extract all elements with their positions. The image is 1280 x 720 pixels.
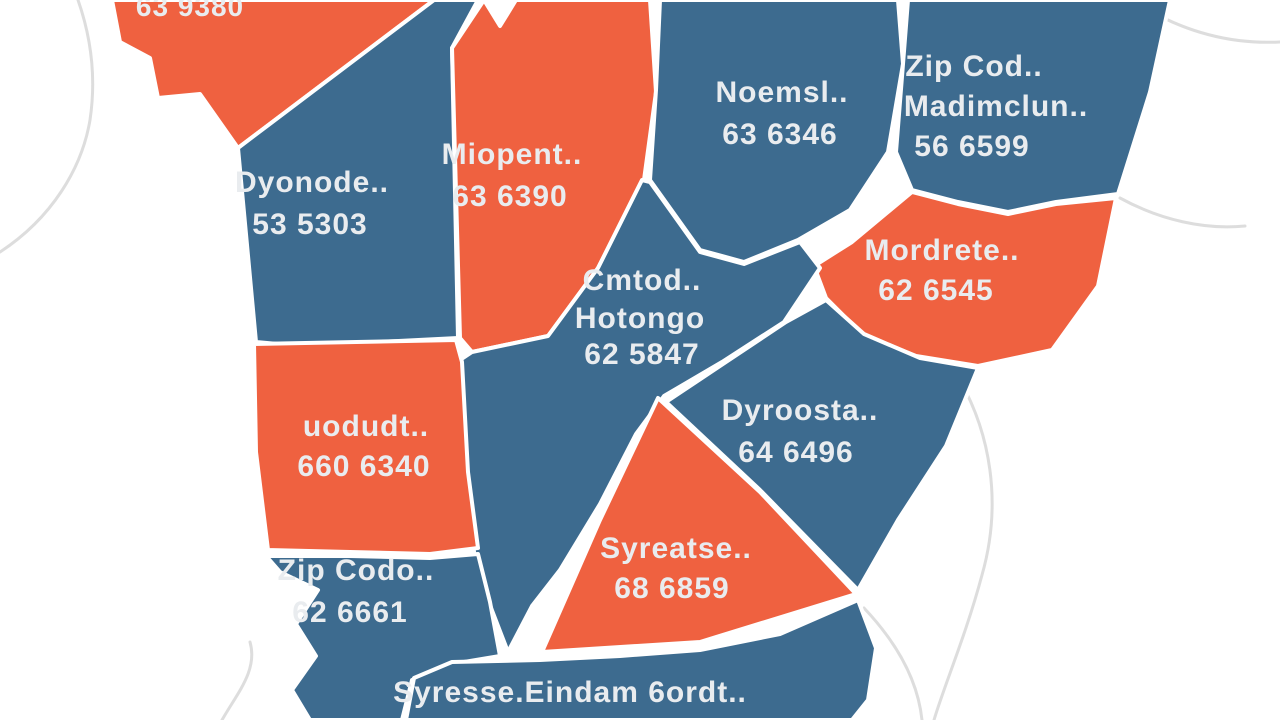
region-syreatse-code: 68 6859	[614, 572, 729, 605]
region-zipcodo-code: 62 6661	[292, 596, 407, 629]
region-dyonode-code: 53 5303	[252, 208, 367, 241]
region-cmtod-name2: Hotongo	[575, 302, 705, 335]
region-syresse	[404, 598, 878, 720]
region-syresse-name: Syresse.Eindam 6ordt..	[393, 676, 747, 709]
region-zipcodo	[264, 552, 502, 720]
region-noemsl-code: 63 6346	[722, 118, 837, 151]
road-line	[1150, 10, 1280, 44]
region-dyroosta-name: Dyroosta..	[722, 394, 879, 427]
region-miopent-code: 63 6390	[452, 180, 567, 213]
region-noemsl-name: Noemsl..	[715, 76, 848, 109]
road-line	[0, 0, 95, 254]
regions-layer	[110, 0, 1172, 720]
road-line	[932, 370, 994, 720]
region-zipcod-ne-name: Zip Cod..	[905, 50, 1042, 83]
region-noemsl	[648, 0, 905, 264]
region-mordrete-name: Mordrete..	[864, 234, 1019, 267]
region-zipcodo-name: Zip Codo..	[278, 554, 435, 587]
region-dyroosta	[664, 298, 980, 592]
region-dyonode-name: Dyonode..	[235, 166, 389, 199]
region-zipcod-ne-code: 56 6599	[914, 130, 1029, 163]
region-syreatse	[540, 396, 858, 654]
region-zipcod-ne-name2: Madimclun..	[904, 90, 1088, 123]
road-line	[220, 640, 254, 720]
region-miopent-name: Miopent..	[442, 138, 583, 171]
region-mordrete-code: 62 6545	[878, 274, 993, 307]
region-cmtod-name: Cmtod..	[583, 264, 702, 297]
region-uodudt-name: uodudt..	[303, 410, 429, 443]
region-dyroosta-code: 64 6496	[738, 436, 853, 469]
region-uodudt	[252, 338, 480, 556]
region-syreatse-name: Syreatse..	[600, 532, 752, 565]
road-line	[1118, 196, 1247, 229]
road-line	[862, 606, 924, 720]
region-cmtod	[458, 178, 822, 654]
labels-layer: 63 9380 Dyonode.. 53 5303 Miopent.. 63 6…	[136, 0, 1088, 709]
region-northwest-code: 63 9380	[136, 0, 244, 22]
region-uodudt-code: 660 6340	[297, 450, 430, 483]
region-cmtod-code: 62 5847	[584, 338, 699, 371]
